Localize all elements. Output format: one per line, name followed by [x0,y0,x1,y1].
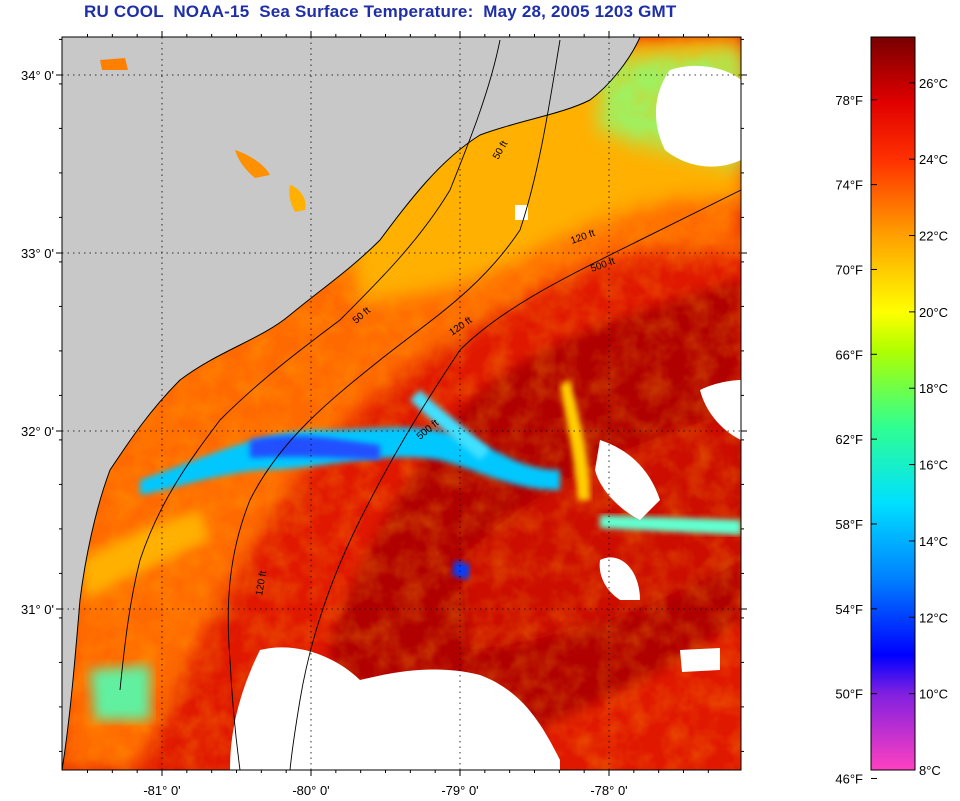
cbar-f-label-2: 70°F [835,262,863,277]
isobath-120ft [227,39,561,770]
cbar-c-label-4: 18°C [919,381,948,396]
isobath-label-120c: 120 ft [254,570,269,597]
lat-label-1: 33° 0' [21,246,54,261]
colorbar-celsius-labels: 26°C 24°C 22°C 20°C 18°C 16°C 14°C 12°C 10°C 8°C [919,76,948,778]
isobaths [119,39,741,770]
isobath-500ft [289,189,741,770]
lon-label-2: -79° 0' [441,783,478,798]
cbar-c-label-6: 14°C [919,534,948,549]
cbar-c-label-2: 22°C [919,229,948,244]
map-ticks [56,31,747,776]
isobath-50ft [119,39,501,691]
cbar-f-label-8: 46°F [835,771,863,786]
map-title: RU COOL NOAA-15 Sea Surface Temperature:… [84,2,677,21]
cbar-f-label-4: 62°F [835,432,863,447]
cold-band [140,427,560,495]
lat-label-3: 31° 0' [21,602,54,617]
cbar-f-label-0: 78°F [835,93,863,108]
cbar-f-label-5: 58°F [835,517,863,532]
colorbar [871,37,915,770]
cbar-f-label-3: 66°F [835,347,863,362]
longitude-labels: -81° 0' -80° 0' -79° 0' -78° 0' [143,783,627,798]
cloud-mask [230,65,741,770]
lat-label-2: 32° 0' [21,424,54,439]
cbar-c-label-0: 26°C [919,76,948,91]
colorbar-frame [870,36,916,771]
cbar-c-label-7: 12°C [919,610,948,625]
map-frame [61,36,742,771]
cbar-c-label-5: 16°C [919,458,948,473]
cbar-f-label-1: 74°F [835,178,863,193]
cbar-f-label-6: 54°F [835,602,863,617]
cbar-c-label-9: 8°C [919,763,941,778]
lon-label-0: -81° 0' [143,783,180,798]
lon-label-3: -78° 0' [590,783,627,798]
cbar-c-label-8: 10°C [919,687,948,702]
latitude-labels: 34° 0' 33° 0' 32° 0' 31° 0' [21,68,54,617]
colorbar-fahrenheit-labels: 78°F 74°F 70°F 66°F 62°F 58°F 54°F 50°F 46°F [835,93,863,787]
graticule [62,37,741,770]
lat-label-0: 34° 0' [21,68,54,83]
cbar-c-label-3: 20°C [919,305,948,320]
lon-label-1: -80° 0' [292,783,329,798]
coastline [62,37,641,770]
cbar-c-label-1: 24°C [919,152,948,167]
land-mass [62,37,640,770]
colorbar-ticks [871,82,915,779]
cbar-f-label-7: 50°F [835,687,863,702]
sst-map[interactable]: 50 ft 50 ft 120 ft 120 ft 500 ft 500 ft … [62,37,741,770]
